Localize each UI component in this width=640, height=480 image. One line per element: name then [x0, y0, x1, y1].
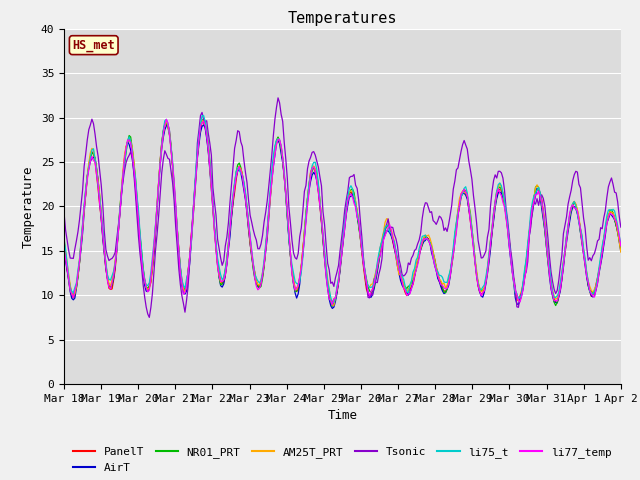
Tsonic [228, 182, 236, 188]
li77_temp [589, 293, 596, 299]
Legend: PanelT, AirT, NR01_PRT, AM25T_PRT, Tsonic, li75_t, li77_temp: PanelT, AirT, NR01_PRT, AM25T_PRT, Tsoni… [68, 443, 616, 477]
NR01_PRT [589, 290, 596, 296]
AirT [164, 121, 172, 127]
li77_temp [617, 243, 625, 249]
Tsonic [255, 246, 263, 252]
li75_t [129, 148, 136, 154]
PanelT [246, 241, 254, 247]
NR01_PRT [246, 236, 254, 242]
Line: li75_t: li75_t [64, 115, 621, 302]
li77_temp [163, 117, 170, 122]
NR01_PRT [60, 238, 68, 244]
NR01_PRT [200, 117, 207, 123]
PanelT [617, 245, 625, 251]
li75_t [328, 300, 336, 305]
PanelT [589, 292, 596, 298]
li75_t [255, 280, 263, 286]
Line: AM25T_PRT: AM25T_PRT [64, 120, 621, 305]
AirT [60, 248, 68, 254]
li77_temp [246, 235, 254, 241]
Line: AirT: AirT [64, 124, 621, 309]
AirT [328, 306, 336, 312]
AM25T_PRT [60, 235, 68, 241]
li75_t [60, 235, 68, 241]
PanelT [60, 238, 68, 243]
AM25T_PRT [129, 144, 136, 150]
AirT [129, 155, 136, 161]
Tsonic [129, 156, 136, 162]
PanelT [554, 300, 561, 306]
Text: HS_met: HS_met [72, 39, 115, 52]
NR01_PRT [255, 285, 263, 290]
Y-axis label: Temperature: Temperature [22, 165, 35, 248]
Line: li77_temp: li77_temp [64, 120, 621, 305]
Tsonic [145, 314, 153, 320]
PanelT [255, 284, 263, 289]
Line: Tsonic: Tsonic [64, 98, 621, 317]
li75_t [617, 241, 625, 247]
PanelT [198, 120, 206, 125]
li77_temp [305, 188, 313, 194]
AirT [617, 249, 625, 254]
AM25T_PRT [589, 289, 596, 295]
X-axis label: Time: Time [328, 409, 357, 422]
li75_t [200, 112, 207, 118]
li77_temp [129, 151, 136, 157]
Tsonic [307, 155, 314, 160]
li75_t [228, 204, 236, 209]
NR01_PRT [305, 183, 313, 189]
AM25T_PRT [330, 302, 338, 308]
AM25T_PRT [617, 249, 625, 255]
AirT [228, 215, 236, 221]
AM25T_PRT [200, 117, 207, 123]
NR01_PRT [617, 247, 625, 253]
AM25T_PRT [228, 207, 236, 213]
NR01_PRT [129, 146, 136, 152]
AirT [255, 285, 263, 290]
AM25T_PRT [246, 239, 254, 244]
AirT [246, 240, 254, 246]
AirT [305, 187, 313, 193]
Title: Temperatures: Temperatures [287, 11, 397, 26]
li77_temp [255, 286, 263, 291]
li75_t [305, 180, 313, 186]
AM25T_PRT [255, 282, 263, 288]
Tsonic [246, 212, 254, 218]
PanelT [228, 213, 236, 219]
AM25T_PRT [305, 182, 313, 188]
Tsonic [274, 95, 282, 101]
Tsonic [60, 209, 68, 215]
Tsonic [589, 253, 596, 259]
PanelT [305, 181, 313, 187]
NR01_PRT [328, 303, 336, 309]
li77_temp [328, 302, 336, 308]
li75_t [246, 233, 254, 239]
Line: NR01_PRT: NR01_PRT [64, 120, 621, 306]
li77_temp [228, 210, 236, 216]
Tsonic [617, 224, 625, 230]
li75_t [589, 291, 596, 297]
NR01_PRT [228, 211, 236, 216]
PanelT [129, 147, 136, 153]
AirT [589, 294, 596, 300]
Line: PanelT: PanelT [64, 122, 621, 303]
li77_temp [60, 245, 68, 251]
